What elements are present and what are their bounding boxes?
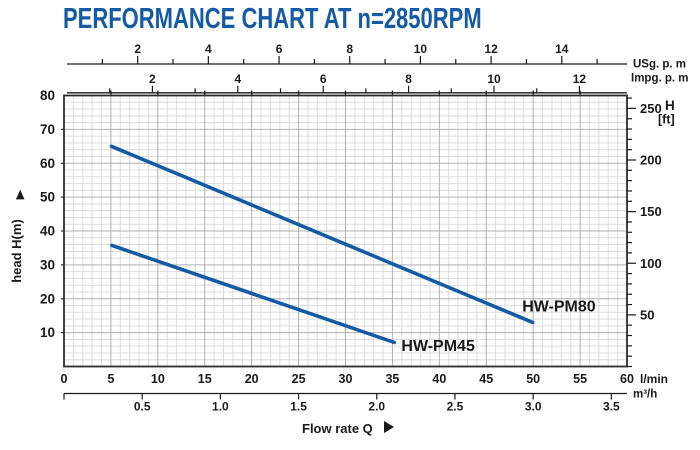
svg-text:30: 30: [40, 257, 55, 272]
svg-text:3.5: 3.5: [603, 400, 620, 414]
svg-text:0.5: 0.5: [134, 400, 151, 414]
svg-text:12: 12: [484, 42, 498, 56]
svg-text:20: 20: [245, 372, 259, 386]
svg-text:50: 50: [640, 307, 654, 322]
svg-text:20: 20: [40, 291, 55, 306]
svg-text:30: 30: [339, 372, 353, 386]
svg-text:15: 15: [198, 372, 212, 386]
svg-text:150: 150: [640, 204, 662, 219]
svg-text:200: 200: [640, 153, 662, 168]
svg-text:8: 8: [405, 72, 412, 86]
svg-text:100: 100: [640, 256, 662, 271]
svg-text:1.0: 1.0: [212, 400, 229, 414]
svg-text:5: 5: [107, 372, 114, 386]
svg-text:25: 25: [292, 372, 306, 386]
svg-text:6: 6: [320, 72, 327, 86]
svg-text:10: 10: [487, 72, 501, 86]
svg-text:60: 60: [620, 372, 634, 386]
svg-text:40: 40: [432, 372, 446, 386]
svg-text:45: 45: [479, 372, 493, 386]
svg-text:55: 55: [573, 372, 587, 386]
svg-text:10: 10: [40, 325, 55, 340]
svg-text:80: 80: [40, 88, 55, 103]
svg-text:12: 12: [573, 72, 587, 86]
svg-text:H: H: [665, 98, 675, 113]
svg-text:50: 50: [40, 190, 55, 205]
svg-text:2.0: 2.0: [368, 400, 385, 414]
svg-text:14: 14: [555, 42, 569, 56]
svg-text:35: 35: [385, 372, 399, 386]
svg-text:2: 2: [149, 72, 156, 86]
svg-text:70: 70: [40, 122, 55, 137]
svg-text:l/min: l/min: [640, 372, 668, 386]
svg-text:0: 0: [61, 372, 68, 386]
svg-text:3.0: 3.0: [525, 400, 542, 414]
svg-text:6: 6: [276, 42, 283, 56]
svg-text:HW-PM80: HW-PM80: [522, 298, 596, 315]
svg-text:60: 60: [40, 156, 55, 171]
svg-text:10: 10: [151, 372, 165, 386]
svg-text:m³/h: m³/h: [633, 389, 657, 401]
svg-text:HW-PM45: HW-PM45: [401, 338, 475, 355]
svg-text:Flow rate Q: Flow rate Q: [302, 421, 373, 436]
svg-text:4: 4: [234, 72, 241, 86]
svg-text:8: 8: [346, 42, 353, 56]
svg-text:1.5: 1.5: [290, 400, 307, 414]
svg-text:2.5: 2.5: [447, 400, 464, 414]
svg-text:10: 10: [414, 42, 428, 56]
svg-text:USg. p. m: USg. p. m: [633, 59, 686, 71]
svg-text:[ft]: [ft]: [658, 113, 675, 127]
svg-text:4: 4: [205, 42, 212, 56]
svg-text:Impg. p. m: Impg. p. m: [631, 73, 689, 85]
svg-text:2: 2: [134, 42, 141, 56]
svg-text:50: 50: [526, 372, 540, 386]
svg-text:40: 40: [40, 224, 55, 239]
svg-text:head H(m): head H(m): [9, 219, 24, 283]
